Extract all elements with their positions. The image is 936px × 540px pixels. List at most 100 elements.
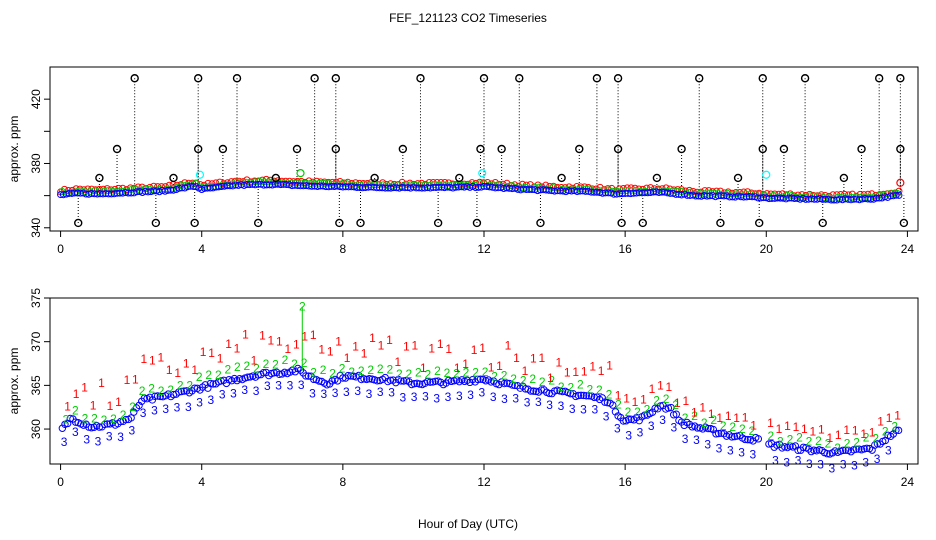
bottom-series-1-label: 1 — [657, 379, 664, 393]
bottom-series-3-label: 3 — [445, 390, 452, 404]
bottom-series-1-label: 1 — [640, 393, 647, 407]
bottom-series-2-label: 2 — [272, 358, 279, 372]
bottom-series-1-label: 1 — [860, 427, 867, 441]
bottom-series-1-label: 1 — [572, 365, 579, 379]
bottom-series-1-label: 1 — [327, 345, 334, 359]
bottom-series-1-label: 1 — [843, 423, 850, 437]
bottom-series-3-label: 3 — [95, 434, 102, 448]
top-black-point — [292, 144, 302, 154]
bottom-series-1-label: 1 — [869, 425, 876, 439]
bottom-series-2-label: 2 — [177, 378, 184, 392]
bottom-series-1-label: 1 — [259, 329, 266, 343]
bottom-series-3-label: 3 — [851, 458, 858, 472]
bottom-x-tick-label: 24 — [901, 475, 915, 489]
bottom-series-1-label: 1 — [886, 411, 893, 425]
bottom-series-3-point — [360, 375, 368, 383]
top-x-tick-label: 4 — [198, 242, 205, 256]
bottom-series-3-point — [270, 369, 278, 377]
bottom-series-2-label: 2 — [444, 366, 451, 380]
bottom-series-3-point — [852, 445, 860, 453]
bottom-series-3-label: 3 — [704, 438, 711, 452]
bottom-series-2-label: 2 — [710, 413, 717, 427]
top-panel: 0 4 8 12 16 20 24 340 380 420 approx. ppm — [7, 66, 919, 256]
bottom-series-1-label: 1 — [445, 342, 452, 356]
top-series-2-point — [526, 184, 534, 192]
bottom-series-3-label: 3 — [219, 387, 226, 401]
bottom-series-2-label: 2 — [834, 441, 841, 455]
bottom-series-1-label: 1 — [818, 422, 825, 436]
bottom-series-3-point — [849, 446, 858, 454]
top-y-tick-label: 340 — [29, 217, 43, 237]
bottom-series-3-label: 3 — [580, 402, 587, 416]
bottom-series-1-label: 1 — [462, 357, 469, 371]
top-cyan-point — [762, 170, 771, 179]
bottom-series-3-label: 3 — [524, 396, 531, 410]
bottom-series-3-point — [508, 381, 516, 389]
bottom-series-3-point — [357, 375, 366, 384]
top-series-2-point — [843, 194, 851, 202]
top-series-2-point — [829, 194, 837, 202]
bottom-series-1-label: 1 — [174, 366, 181, 380]
bottom-series-1-label: 1 — [742, 411, 749, 425]
bottom-series-3-point — [736, 431, 744, 440]
bottom-series-2-label: 2 — [291, 357, 298, 371]
top-black-point — [193, 74, 203, 83]
bottom-series-3-point — [347, 372, 355, 380]
bottom-series-1-label: 1 — [615, 389, 622, 403]
bottom-series-3-label: 3 — [456, 389, 463, 403]
bottom-series-1-label: 1 — [649, 382, 656, 396]
bottom-series-3-point — [66, 414, 74, 423]
top-black-point — [356, 218, 365, 228]
bottom-series-3-label: 3 — [61, 435, 68, 449]
top-panel-axes: 0 4 8 12 16 20 24 340 380 420 — [29, 89, 914, 256]
bottom-series-1-label: 1 — [157, 351, 164, 365]
bottom-series-3-label: 3 — [106, 430, 113, 444]
top-black-point — [899, 218, 909, 228]
top-black-point — [476, 144, 485, 154]
bottom-series-2-label: 2 — [82, 412, 89, 426]
top-series-2-point — [659, 187, 667, 195]
bottom-series-2-label: 2 — [558, 380, 565, 394]
bottom-series-3-label: 3 — [693, 433, 700, 447]
bottom-series-3-label: 3 — [535, 395, 542, 409]
bottom-series-2-label: 2 — [234, 360, 241, 374]
top-black-point — [874, 74, 884, 83]
top-x-tick-label: 8 — [340, 242, 347, 256]
bottom-series-2-label: 2 — [406, 367, 413, 381]
bottom-series-3-point — [656, 402, 665, 410]
bottom-series-2-label: 2 — [806, 435, 813, 449]
bottom-series-3-point — [400, 377, 408, 385]
bottom-series-3-label: 3 — [433, 391, 440, 405]
top-black-point — [716, 218, 725, 228]
chart-title: FEF_121123 CO2 Timeseries — [389, 11, 547, 25]
top-series-1-point — [196, 181, 204, 189]
bottom-series-3-label: 3 — [196, 395, 203, 409]
bottom-series-1-label: 1 — [166, 363, 173, 377]
bottom-series-3-point — [799, 443, 808, 452]
top-black-point — [331, 74, 341, 83]
bottom-series-3-point — [712, 430, 720, 438]
bottom-series-1-label: 1 — [454, 361, 461, 375]
top-black-point — [112, 144, 122, 154]
bottom-series-3-point — [841, 446, 850, 454]
top-black-point — [896, 74, 905, 83]
bottom-series-2-label: 2 — [682, 411, 689, 425]
bottom-series-3-label: 3 — [862, 456, 869, 470]
bottom-series-1-label: 1 — [522, 364, 529, 378]
bottom-series-3-point — [640, 411, 649, 419]
top-cyan-point — [195, 170, 205, 179]
bottom-series-3-label: 3 — [795, 453, 802, 467]
bottom-series-2-label: 2 — [587, 383, 594, 397]
top-x-tick-label: 24 — [901, 242, 915, 256]
bottom-series-3-point — [190, 384, 199, 392]
bottom-series-1-label: 1 — [301, 330, 308, 344]
bottom-series-1-label: 1 — [64, 400, 71, 414]
bottom-series-1-label: 1 — [124, 373, 131, 387]
bottom-series-3-label: 3 — [309, 387, 316, 401]
bottom-series-3-point — [503, 379, 511, 387]
bottom-series-3-point — [889, 430, 898, 438]
top-ylabel: approx. ppm — [7, 116, 21, 183]
top-black-point — [190, 218, 199, 228]
bottom-x-tick-label: 16 — [618, 475, 632, 489]
